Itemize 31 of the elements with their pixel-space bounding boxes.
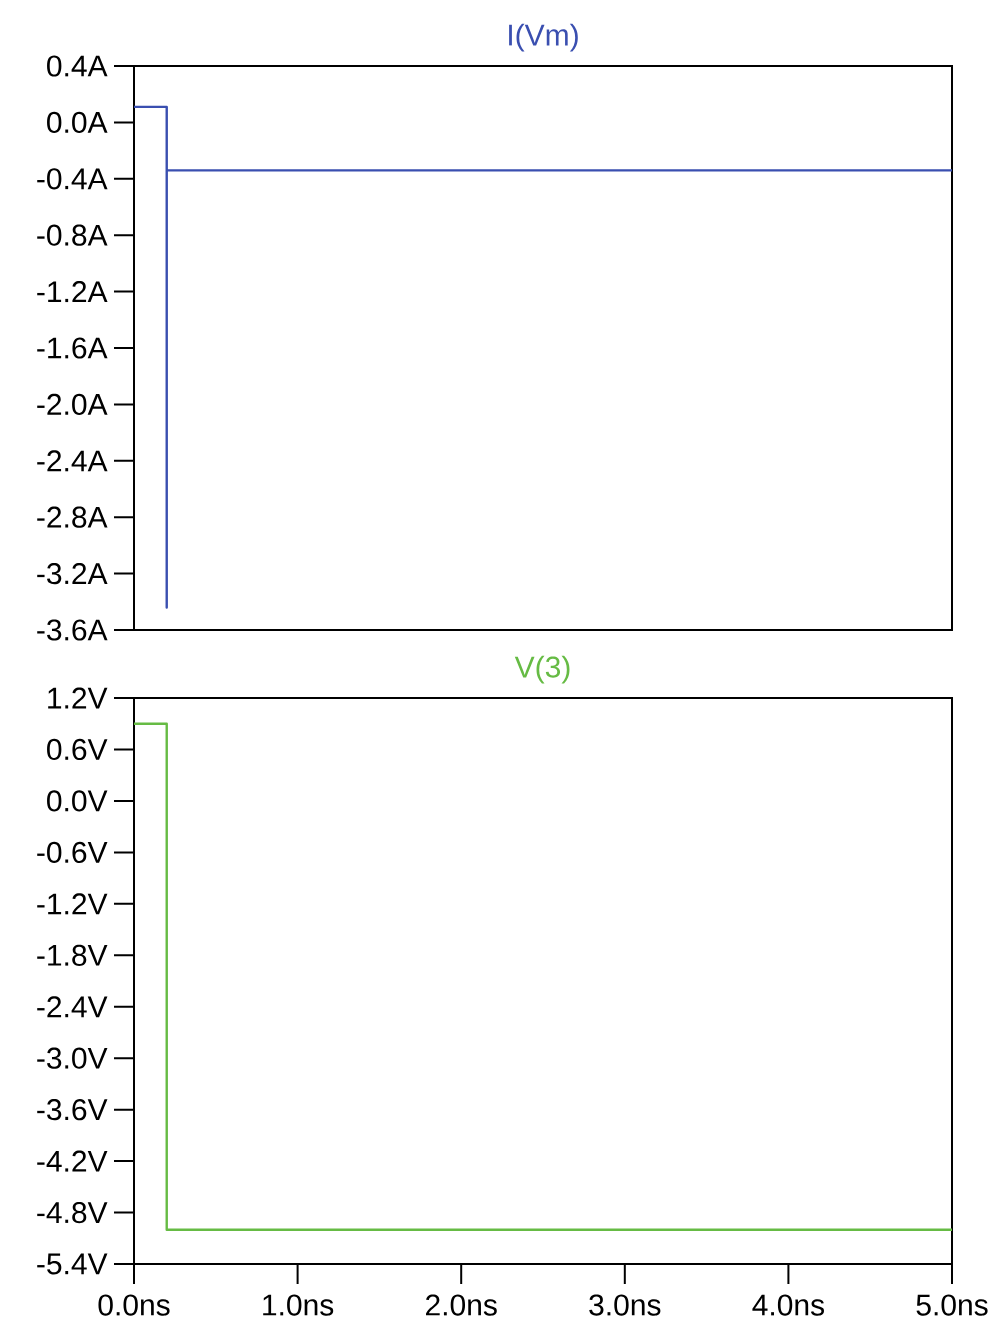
y-tick-label: -2.4A <box>37 450 108 472</box>
y-tick-label: -3.2A <box>37 562 108 585</box>
y-tick-label: -5.4V <box>37 1253 108 1275</box>
y-tick-label: -4.2V <box>37 1150 108 1172</box>
y-tick-label: -1.8V <box>37 944 108 966</box>
x-tick-label: 1.0ns <box>263 1294 334 1316</box>
y-tick-label: 0.0A <box>47 111 108 134</box>
x-tick-label: 3.0ns <box>589 1294 661 1316</box>
chart-title: I(Vm) <box>509 23 578 52</box>
y-tick-label: -0.8A <box>37 224 108 246</box>
x-tick-label: 2.0ns <box>426 1294 497 1316</box>
y-tick-label: -2.4V <box>37 996 108 1018</box>
y-tick-label: -1.2A <box>37 281 108 303</box>
y-tick-label: -1.6A <box>37 337 108 359</box>
x-tick-label: 4.0ns <box>752 1294 824 1316</box>
y-tick-label: -3.6A <box>37 619 108 641</box>
y-tick-label: -2.0A <box>37 393 108 416</box>
y-tick-label: -0.4A <box>37 168 108 190</box>
y-tick-label: -4.8V <box>37 1201 108 1224</box>
x-tick-label: 5.0ns <box>916 1294 988 1316</box>
chart-title: V(3) <box>514 655 570 684</box>
y-tick-label: -1.2V <box>37 893 108 915</box>
y-tick-label: 1.2V <box>48 687 108 709</box>
y-tick-label: -3.0V <box>37 1047 108 1069</box>
x-tick-label: 0.0ns <box>98 1294 170 1316</box>
y-tick-label: -0.6V <box>37 841 108 863</box>
y-tick-label: -3.6V <box>37 1099 108 1121</box>
y-tick-label: 0.6V <box>47 738 108 761</box>
y-tick-label: 0.4A <box>47 55 108 77</box>
y-tick-label: -2.8A <box>37 506 108 528</box>
y-tick-label: 0.0V <box>47 790 108 812</box>
